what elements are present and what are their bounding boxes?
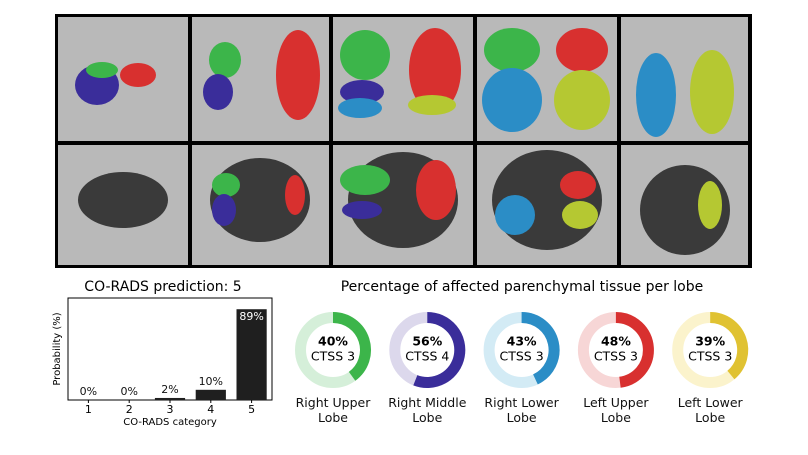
chart-title: CO-RADS prediction: 5 <box>84 279 241 295</box>
donut-arc <box>332 312 371 381</box>
donut-sublabel: CTSS 3 <box>500 349 544 364</box>
donut-value-label: 48% <box>601 334 631 349</box>
lobe-label: Right Upper Lobe <box>295 395 371 425</box>
lobe-label: Left Upper Lobe <box>583 395 649 425</box>
donut-sublabel: CTSS 3 <box>688 349 732 364</box>
y-axis-label: Probability (%) <box>52 312 63 385</box>
value-label: 89% <box>239 310 263 323</box>
donut-arc <box>413 312 466 388</box>
value-label: 0% <box>120 385 137 398</box>
x-tick-label: 5 <box>248 403 255 416</box>
lobe-label: Right Lower Lobe <box>484 395 559 425</box>
bar <box>195 389 226 400</box>
donut-value-label: 40% <box>318 334 348 349</box>
value-label: 10% <box>199 375 223 388</box>
x-tick-label: 4 <box>207 403 214 416</box>
lobe-label: Right Middle Lobe <box>388 395 467 425</box>
donut-value-label: 43% <box>507 334 537 349</box>
bar <box>236 309 267 400</box>
donut-arc <box>615 312 654 388</box>
x-tick-label: 1 <box>85 403 92 416</box>
donut-sublabel: CTSS 3 <box>594 349 638 364</box>
x-axis-label: CO-RADS category <box>123 417 217 428</box>
donut-sublabel: CTSS 4 <box>405 349 449 364</box>
value-label: 0% <box>80 385 97 398</box>
donut-arc <box>709 312 749 380</box>
donut-sublabel: CTSS 3 <box>311 349 355 364</box>
bar <box>154 397 186 400</box>
lobe-label: Left Lower Lobe <box>677 395 743 425</box>
ct-images <box>55 14 752 268</box>
donut-arc <box>521 312 560 385</box>
x-tick-label: 3 <box>167 403 174 416</box>
value-label: 2% <box>161 383 178 396</box>
donut-value-label: 39% <box>695 334 725 349</box>
x-tick-label: 2 <box>126 403 133 416</box>
donut-value-label: 56% <box>412 334 442 349</box>
chart-title: Percentage of affected parenchymal tissu… <box>341 279 704 295</box>
